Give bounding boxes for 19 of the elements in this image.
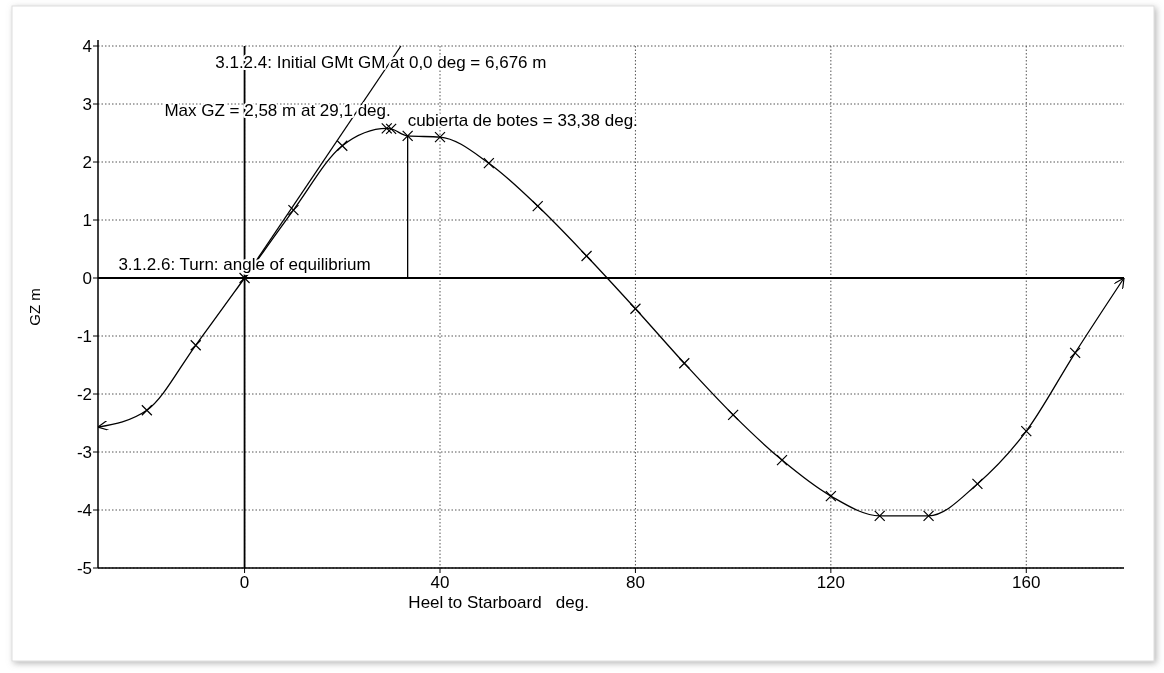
x-tick-label: 120 bbox=[816, 573, 846, 592]
y-axis-title: GZ m bbox=[26, 288, 43, 326]
y-tick-label: 0 bbox=[82, 268, 92, 288]
y-tick-label: -2 bbox=[76, 384, 92, 404]
y-tick-label: 4 bbox=[82, 36, 92, 56]
x-tick-label: 160 bbox=[1012, 573, 1041, 592]
y-tick-label: 2 bbox=[82, 152, 92, 172]
y-tick-label: -3 bbox=[76, 442, 92, 462]
y-tick-label: -1 bbox=[76, 326, 92, 346]
y-tick-label: 3 bbox=[82, 94, 92, 114]
y-tick-label: -4 bbox=[76, 500, 92, 520]
annotation: cubierta de botes = 33,38 deg. bbox=[407, 110, 638, 130]
y-tick-label: 1 bbox=[82, 210, 92, 230]
x-axis-title: Heel to Starboard deg. bbox=[408, 593, 589, 612]
x-tick-label: 0 bbox=[239, 573, 250, 592]
annotation: Max GZ = 2,58 m at 29,1 deg. bbox=[164, 101, 391, 121]
y-tick-label: -5 bbox=[76, 558, 92, 578]
x-tick-label: 40 bbox=[430, 573, 450, 592]
x-tick-label: 80 bbox=[625, 573, 645, 592]
